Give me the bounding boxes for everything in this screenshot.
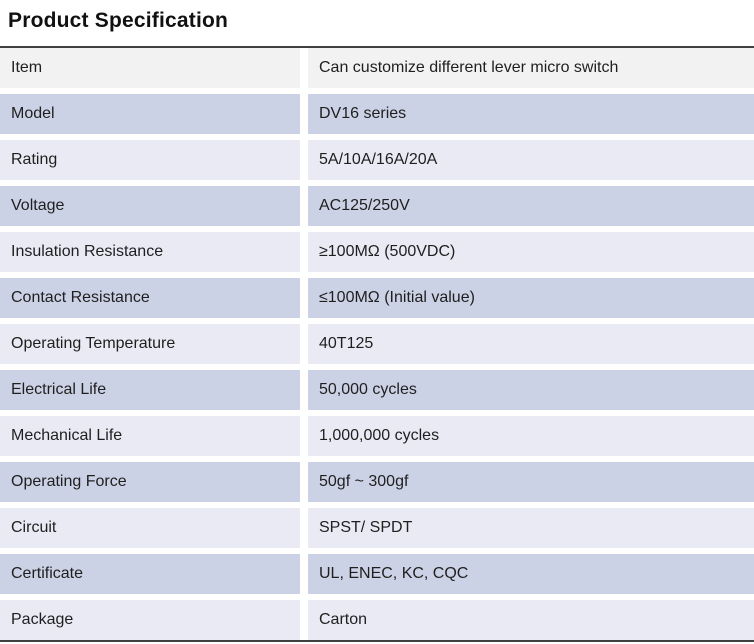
spec-label: Voltage bbox=[0, 186, 300, 226]
spec-table: Item Can customize different lever micro… bbox=[0, 46, 754, 642]
spec-label: Insulation Resistance bbox=[0, 232, 300, 272]
spec-label: Circuit bbox=[0, 508, 300, 548]
spec-row-insulation-resistance: Insulation Resistance ≥100MΩ (500VDC) bbox=[0, 232, 754, 272]
spec-value: 40T125 bbox=[308, 324, 754, 364]
spec-row-item: Item Can customize different lever micro… bbox=[0, 48, 754, 88]
spec-value: 1,000,000 cycles bbox=[308, 416, 754, 456]
spec-label: Item bbox=[0, 48, 300, 88]
spec-row-contact-resistance: Contact Resistance ≤100MΩ (Initial value… bbox=[0, 278, 754, 318]
spec-value: UL, ENEC, KC, CQC bbox=[308, 554, 754, 594]
spec-label: Operating Force bbox=[0, 462, 300, 502]
spec-row-circuit: Circuit SPST/ SPDT bbox=[0, 508, 754, 548]
spec-label: Certificate bbox=[0, 554, 300, 594]
spec-label: Package bbox=[0, 600, 300, 640]
spec-label: Electrical Life bbox=[0, 370, 300, 410]
spec-value: SPST/ SPDT bbox=[308, 508, 754, 548]
spec-value: ≤100MΩ (Initial value) bbox=[308, 278, 754, 318]
spec-row-operating-force: Operating Force 50gf ~ 300gf bbox=[0, 462, 754, 502]
spec-label: Mechanical Life bbox=[0, 416, 300, 456]
spec-row-electrical-life: Electrical Life 50,000 cycles bbox=[0, 370, 754, 410]
spec-label: Contact Resistance bbox=[0, 278, 300, 318]
spec-value: ≥100MΩ (500VDC) bbox=[308, 232, 754, 272]
spec-row-operating-temperature: Operating Temperature 40T125 bbox=[0, 324, 754, 364]
spec-value: 50,000 cycles bbox=[308, 370, 754, 410]
spec-value: 50gf ~ 300gf bbox=[308, 462, 754, 502]
spec-row-package: Package Carton bbox=[0, 600, 754, 640]
page-title: Product Specification bbox=[8, 9, 229, 32]
spec-value: AC125/250V bbox=[308, 186, 754, 226]
spec-label: Rating bbox=[0, 140, 300, 180]
spec-row-voltage: Voltage AC125/250V bbox=[0, 186, 754, 226]
spec-row-certificate: Certificate UL, ENEC, KC, CQC bbox=[0, 554, 754, 594]
spec-label: Model bbox=[0, 94, 300, 134]
spec-value: Can customize different lever micro swit… bbox=[308, 48, 754, 88]
spec-row-mechanical-life: Mechanical Life 1,000,000 cycles bbox=[0, 416, 754, 456]
spec-row-model: Model DV16 series bbox=[0, 94, 754, 134]
spec-value: Carton bbox=[308, 600, 754, 640]
spec-value: 5A/10A/16A/20A bbox=[308, 140, 754, 180]
spec-value: DV16 series bbox=[308, 94, 754, 134]
spec-row-rating: Rating 5A/10A/16A/20A bbox=[0, 140, 754, 180]
spec-label: Operating Temperature bbox=[0, 324, 300, 364]
